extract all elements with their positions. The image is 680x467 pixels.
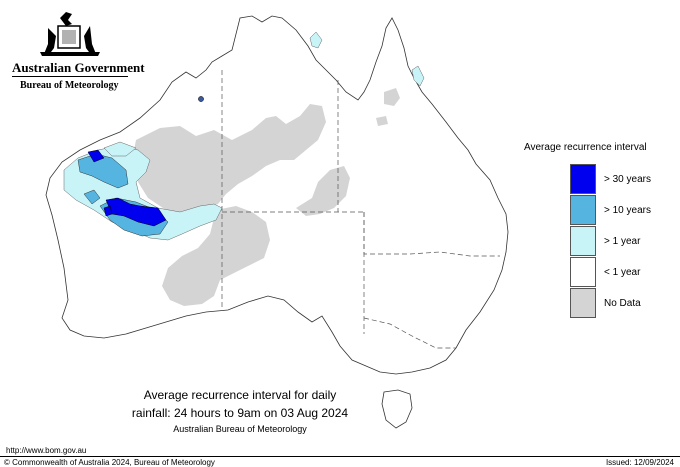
issued-date: Issued: 12/09/2024 <box>605 458 674 467</box>
no-data-regions <box>132 88 400 306</box>
legend-item: < 1 year <box>570 257 680 288</box>
legend-swatch <box>570 195 596 225</box>
legend-swatch <box>570 257 596 287</box>
ari-gt-30-years <box>87 149 167 227</box>
map-caption-line2: rainfall: 24 hours to 9am on 03 Aug 2024 <box>131 406 349 420</box>
legend-label: < 1 year <box>604 267 641 278</box>
legend-swatch <box>570 288 596 318</box>
legend-swatch <box>570 164 596 194</box>
legend-title: Average recurrence interval <box>524 142 647 153</box>
legend-item: No Data <box>570 288 680 319</box>
legend-swatch <box>570 226 596 256</box>
nsw-vic-border <box>363 317 456 349</box>
legend-item: > 30 years <box>570 164 680 195</box>
legend-item: > 1 year <box>570 226 680 257</box>
legend: > 30 years > 10 years > 1 year < 1 year … <box>570 164 680 319</box>
map-caption-source: Australian Bureau of Meteorology <box>173 424 307 434</box>
government-name: Australian Government <box>12 60 145 75</box>
agency-name: Bureau of Meteorology <box>20 80 119 91</box>
legend-label: > 10 years <box>604 205 651 216</box>
header-rule <box>12 76 128 77</box>
no-data-area <box>296 166 350 216</box>
no-data-area <box>132 104 326 214</box>
lake-marker <box>198 96 204 102</box>
state-borders <box>221 70 500 349</box>
coat-of-arms-icon <box>40 12 100 56</box>
copyright-notice: © Commonwealth of Australia 2024, Bureau… <box>4 458 215 467</box>
bom-url-link[interactable]: http://www.bom.gov.au <box>6 446 87 455</box>
legend-label: No Data <box>604 298 641 309</box>
legend-label: > 1 year <box>604 236 641 247</box>
no-data-area <box>384 88 400 106</box>
footer-rule <box>0 456 680 457</box>
no-data-area <box>376 116 388 126</box>
legend-item: > 10 years <box>570 195 680 226</box>
map-caption-line1: Average recurrence interval for daily <box>143 388 337 402</box>
no-data-area <box>162 206 270 306</box>
legend-label: > 30 years <box>604 174 651 185</box>
tasmania-outline <box>381 389 413 429</box>
